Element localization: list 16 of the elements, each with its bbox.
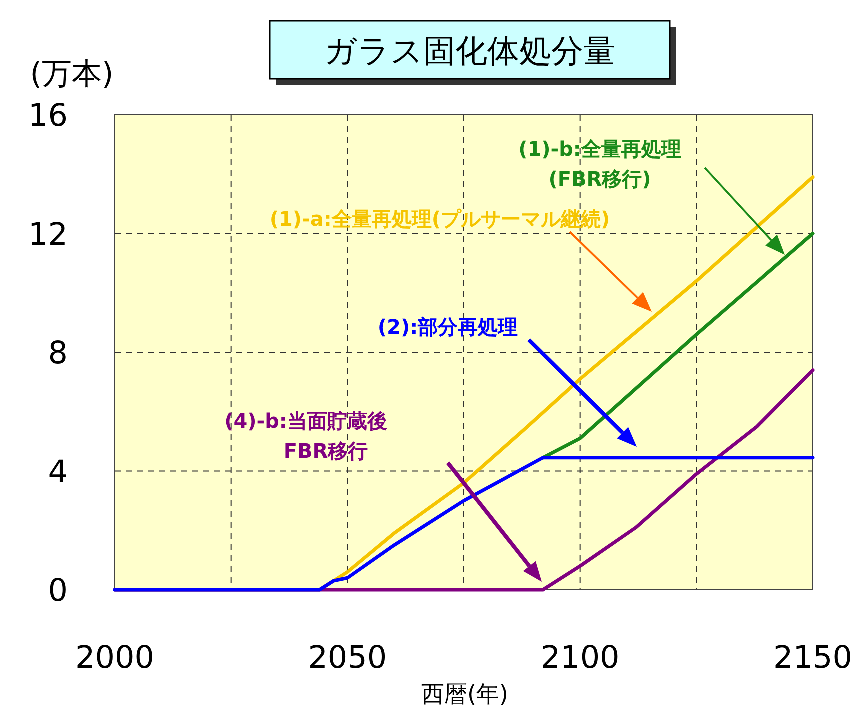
y-tick-label: 8	[48, 336, 68, 372]
text: (1)-a:全量再処理(プルサーマル継続)	[270, 207, 610, 231]
x-tick-label: 2150	[774, 640, 852, 676]
x-tick-label: 2100	[540, 640, 620, 676]
text: (4)-b:当面貯蔵後 FBR移行	[224, 409, 388, 463]
y-axis-title: (万本)	[30, 57, 114, 92]
y-tick-label: 0	[48, 573, 68, 609]
chart-title: ガラス固化体処分量	[324, 32, 616, 70]
y-tick-label: 12	[28, 216, 68, 253]
x-tick-label: 2050	[308, 640, 388, 676]
y-tick-label: 16	[28, 98, 68, 134]
x-axis-title: 西暦(年)	[422, 682, 508, 708]
text: (1)-b:全量再処理 (FBR移行)	[518, 137, 682, 191]
y-tick-label: 4	[48, 454, 68, 490]
x-tick-label: 2000	[76, 640, 154, 676]
text: (2):部分再処理	[378, 315, 518, 339]
